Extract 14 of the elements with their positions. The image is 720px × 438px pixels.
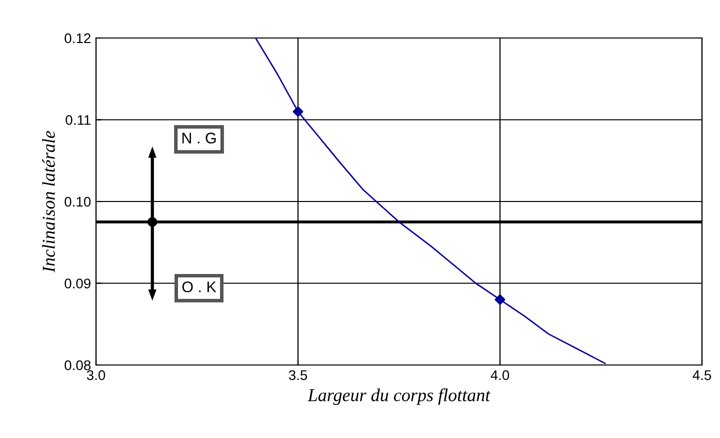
x-tick-label: 3.0 bbox=[86, 370, 106, 380]
y-axis-title: Inclinaison latérale bbox=[42, 130, 55, 273]
x-tick-label: 4.5 bbox=[692, 370, 712, 380]
y-tick-label: 0.08 bbox=[64, 360, 91, 370]
annotation: O . K bbox=[182, 281, 216, 292]
y-tick-label: 0.11 bbox=[66, 115, 90, 125]
y-tick-label: 0.09 bbox=[64, 278, 90, 288]
y-tick-label: 0.12 bbox=[64, 33, 90, 44]
line-series bbox=[254, 38, 606, 364]
y-tick-label: 0.10 bbox=[64, 196, 91, 207]
x-axis-title: Largeur du corps flottant bbox=[308, 388, 491, 405]
x-tick-label: 3.5 bbox=[288, 370, 308, 380]
x-tick-label: 4.0 bbox=[490, 370, 510, 380]
annotation: N . G bbox=[182, 132, 216, 144]
